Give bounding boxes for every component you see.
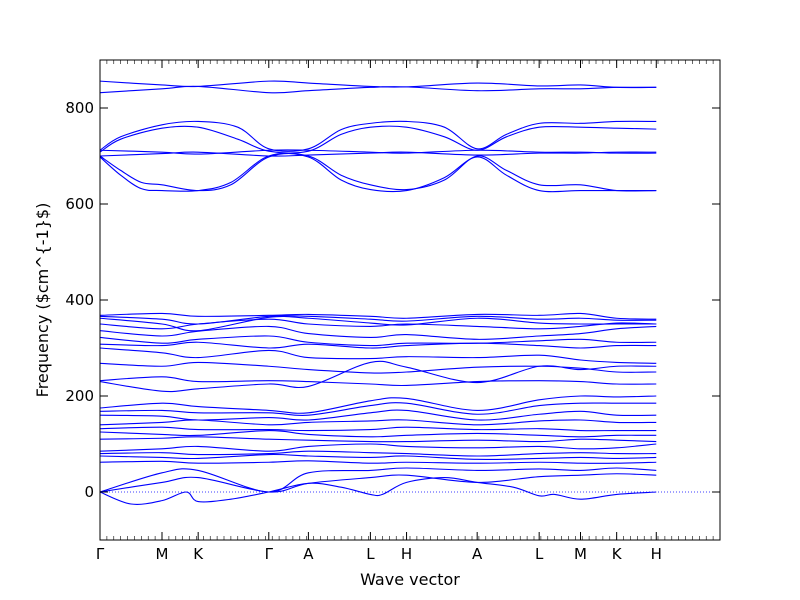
series-layer [99,80,657,505]
band-line-6 [99,151,657,157]
band-line-9 [99,312,657,320]
band-line-7 [99,152,657,192]
band-line-14 [99,335,657,347]
y-tick-label: 400 [65,291,94,309]
band-line-5 [99,149,657,155]
x-tick-label: K [193,545,204,563]
y-axis-title: Frequency ($cm^{-1}$) [33,203,52,398]
x-tick-label: H [401,545,412,563]
band-line-30 [99,460,657,464]
band-line-25 [99,430,657,438]
y-tick-label: 800 [65,99,94,117]
band-line-19 [99,360,657,393]
band-line-26 [99,436,657,443]
band-line-3 [99,120,657,152]
band-line-4 [99,125,657,154]
x-axis-title: Wave vector [360,570,460,589]
band-line-8 [99,152,657,193]
y-tick-label: 600 [65,195,94,213]
band-line-15 [99,341,657,349]
x-tick-label: M [574,545,587,563]
x-tick-label: A [472,545,483,563]
x-tick-label: L [366,545,375,563]
band-line-24 [99,426,657,432]
band-line-18 [99,376,657,387]
band-line-28 [99,450,657,457]
plot-frame [99,59,721,541]
x-tick-label: Γ [265,545,274,563]
x-tick-label: A [303,545,314,563]
band-line-27 [99,443,657,452]
x-tick-label: L [535,545,544,563]
band-line-17 [99,361,657,374]
band-line-32 [99,473,657,493]
plot-background [100,60,720,540]
x-tick-label: K [612,545,623,563]
band-line-2 [99,85,657,94]
band-line-21 [99,402,657,417]
band-line-33 [99,477,657,505]
x-tick-label: M [156,545,169,563]
x-tick-label: H [651,545,662,563]
band-line-12 [99,318,657,330]
band-line-13 [99,325,657,340]
band-line-16 [99,347,657,364]
band-line-31 [99,467,657,493]
band-line-29 [99,453,657,460]
band-line-20 [99,395,657,414]
band-line-23 [99,419,657,426]
y-tick-label: 0 [84,483,94,501]
y-tick-label: 200 [65,387,94,405]
x-tick-label: Γ [96,545,105,563]
